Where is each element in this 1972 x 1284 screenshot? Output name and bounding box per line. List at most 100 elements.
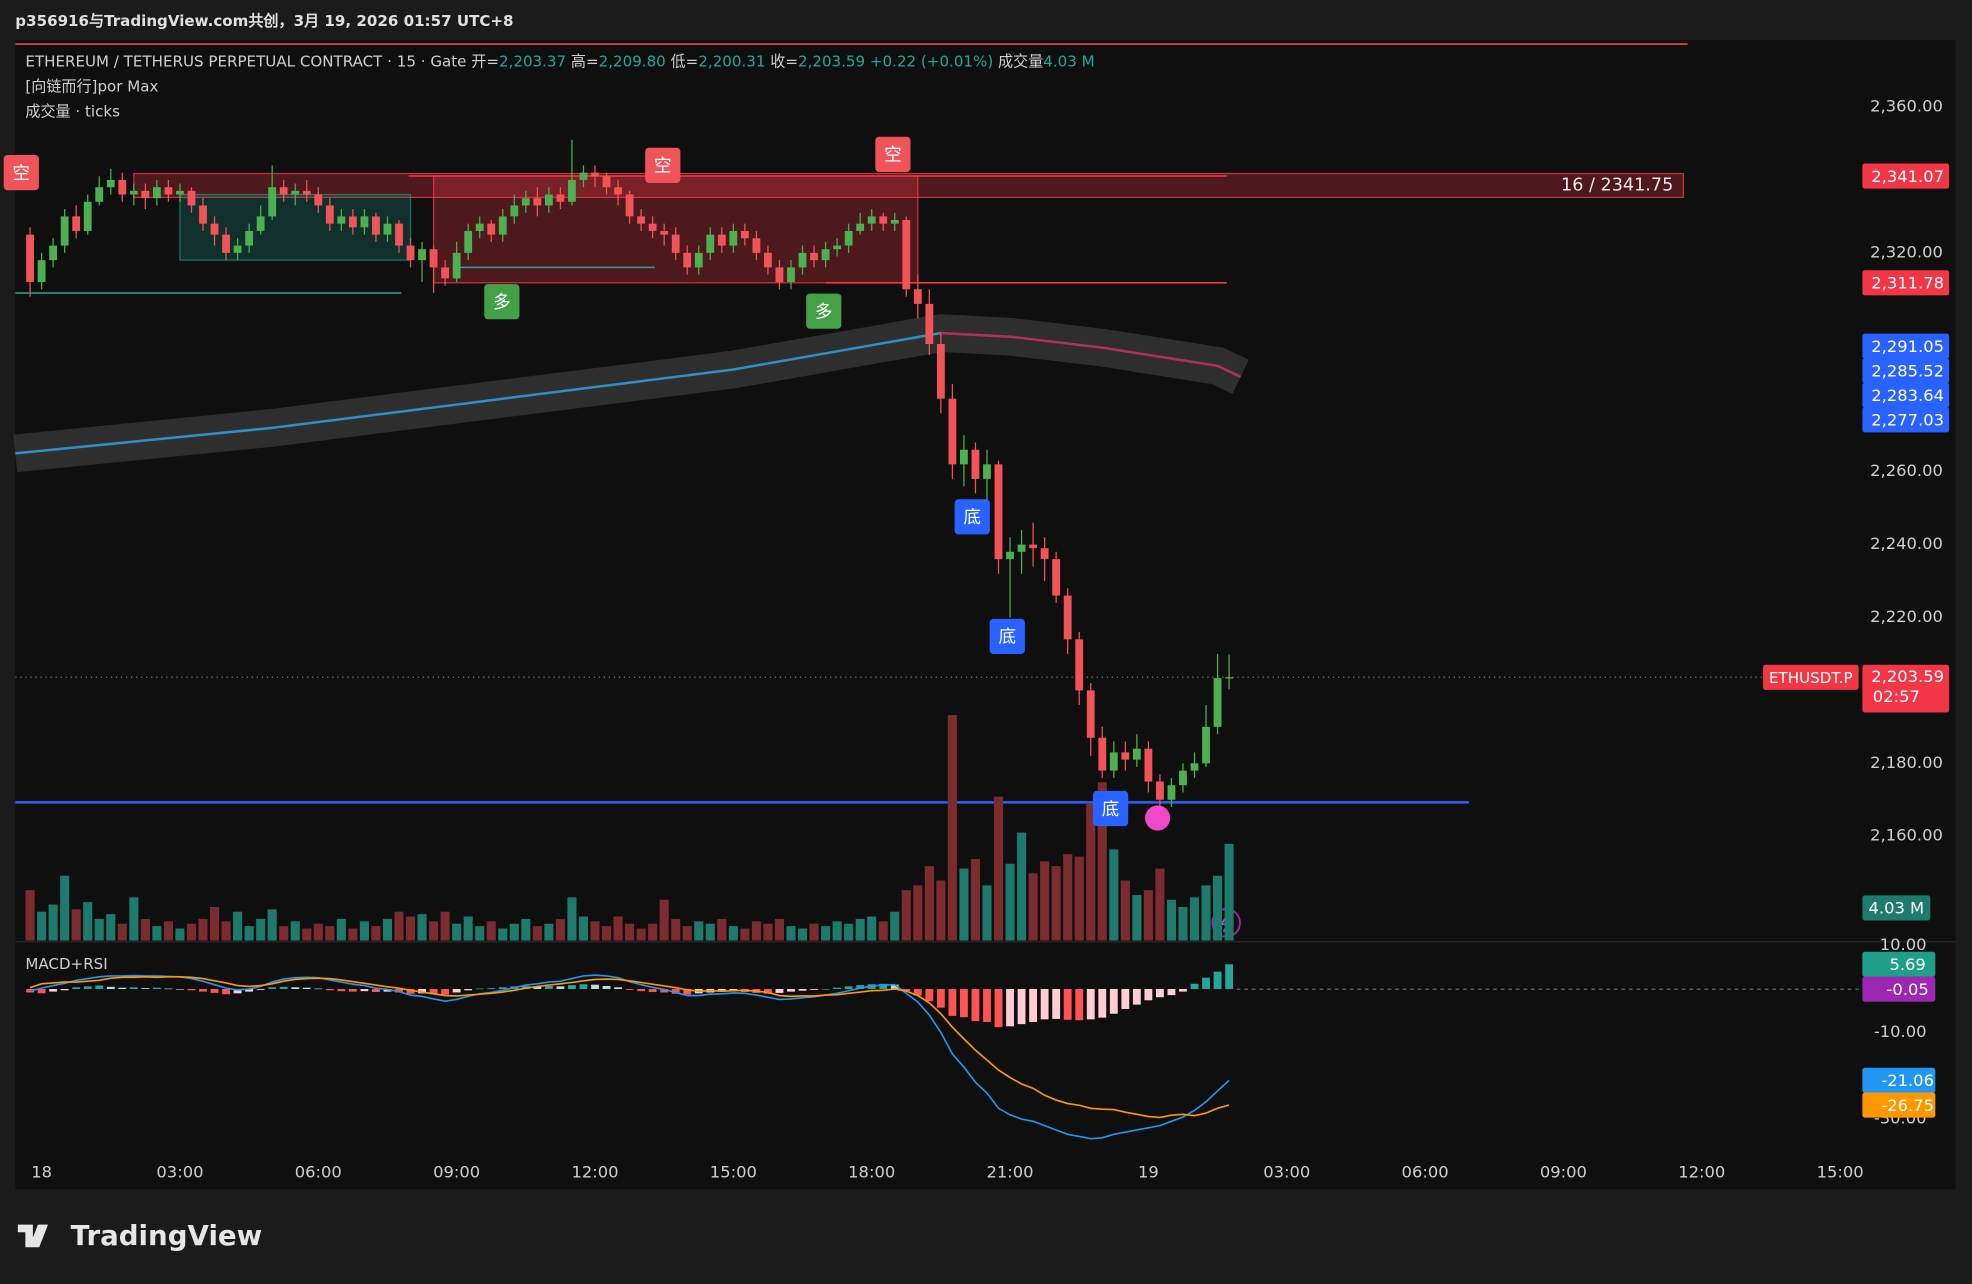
volume-bar — [821, 926, 831, 941]
volume-bar — [809, 923, 819, 941]
macd-bar — [660, 989, 669, 993]
y-tick-label: 2,360.00 — [1870, 96, 1943, 115]
candle-body — [948, 398, 957, 465]
macd-bar — [948, 989, 957, 1016]
indicator-label[interactable]: [向链而行]por Max — [25, 77, 158, 95]
candle-body — [302, 190, 311, 195]
candle-body — [556, 194, 565, 202]
macd-bar — [936, 989, 945, 1008]
volume-bar — [486, 921, 496, 941]
candle-body — [441, 267, 450, 279]
x-tick-label: 12:00 — [1678, 1163, 1725, 1182]
marker-label: 底 — [1102, 800, 1120, 820]
legend-label: 高= — [571, 52, 599, 70]
candle-body — [729, 230, 738, 246]
logo-dot — [37, 1224, 46, 1233]
x-tick-label: 03:00 — [1263, 1163, 1310, 1182]
volume-bar — [140, 918, 150, 941]
candle-body — [971, 449, 980, 479]
volume-bar — [740, 928, 750, 941]
macd-bar — [717, 989, 726, 992]
stack-badge — [1862, 407, 1950, 433]
volume-bar — [867, 916, 877, 941]
macd-bar — [187, 989, 196, 991]
candle-body — [1098, 737, 1107, 771]
marker-label: 空 — [654, 157, 672, 177]
candle-body — [787, 267, 795, 283]
volume-bar — [394, 911, 404, 941]
macd-bar — [648, 989, 657, 993]
macd-badge-label: -21.06 — [1881, 1071, 1934, 1090]
candle-body — [775, 267, 784, 283]
candle-body — [821, 249, 830, 261]
macd-bar — [1121, 989, 1130, 1009]
volume-bar — [1040, 861, 1050, 941]
legend-value: 2,203.37 — [499, 52, 566, 70]
marker-box — [954, 499, 990, 535]
macd-bar — [406, 989, 415, 994]
volume-bar — [682, 926, 692, 941]
indicator-label[interactable]: 成交量 · ticks — [25, 102, 120, 120]
x-tick-label: 15:00 — [710, 1163, 757, 1182]
volume-bar — [198, 918, 208, 941]
macd-bar — [360, 989, 369, 992]
candle-body — [1017, 544, 1026, 552]
candle-body — [268, 187, 277, 217]
volume-bar — [1189, 897, 1200, 941]
volume-bar — [37, 911, 47, 941]
candle-body — [1167, 785, 1176, 800]
macd-bar — [49, 989, 58, 992]
candle-body — [591, 172, 599, 177]
volume-bar — [878, 921, 888, 941]
macd-bar — [556, 986, 565, 990]
price-badge-label: 2,341.07 — [1871, 167, 1944, 186]
candle-body — [1213, 678, 1222, 727]
macd-bar — [879, 983, 888, 990]
candle-body — [291, 190, 300, 195]
candle-body — [164, 187, 173, 195]
volume-bar — [302, 928, 312, 941]
candle-body — [879, 216, 888, 224]
candle-body — [1144, 748, 1153, 782]
volume-bar — [417, 914, 427, 941]
x-tick-label: 15:00 — [1817, 1163, 1864, 1182]
candle-body — [648, 223, 657, 231]
macd-bar — [798, 989, 807, 991]
candle-body — [360, 216, 369, 228]
volume-bar — [936, 880, 946, 941]
marker-label: 多 — [815, 302, 833, 322]
logo[interactable]: TradingView — [17, 1219, 262, 1252]
volume-bar — [382, 918, 393, 941]
volume-bar — [1051, 866, 1061, 941]
candle-body — [325, 205, 334, 224]
legend-label: 成交量 — [998, 52, 1043, 70]
candle-body — [1202, 726, 1210, 764]
macd-bar — [602, 985, 611, 990]
candle-body — [83, 201, 92, 231]
volume-bar — [786, 926, 796, 941]
volume-bar — [1201, 885, 1211, 941]
candle-body — [187, 190, 196, 206]
candle-body — [1190, 763, 1199, 771]
macd-bar — [533, 986, 542, 990]
candle-body — [152, 187, 161, 199]
macd-bar — [1017, 989, 1026, 1025]
volume-bar — [555, 918, 565, 941]
x-tick-label: 06:00 — [1402, 1163, 1449, 1182]
volume-bar — [590, 921, 600, 941]
volume-bar — [1063, 854, 1073, 941]
macd-bar — [348, 989, 357, 992]
indicator-label[interactable]: MACD+RSI — [25, 955, 107, 973]
macd-bar — [591, 984, 599, 990]
volume-bar — [613, 916, 623, 941]
macd-bar — [1052, 989, 1061, 1019]
volume-bar — [890, 911, 900, 941]
marker-label: 多 — [493, 293, 511, 313]
volume-bar — [797, 928, 808, 941]
candle-body — [487, 223, 496, 235]
macd-bar — [245, 989, 254, 992]
candle-body — [37, 260, 46, 283]
stack-badge-label: 2,291.05 — [1871, 337, 1944, 356]
macd-bar — [810, 989, 818, 990]
candle-body — [568, 179, 576, 202]
